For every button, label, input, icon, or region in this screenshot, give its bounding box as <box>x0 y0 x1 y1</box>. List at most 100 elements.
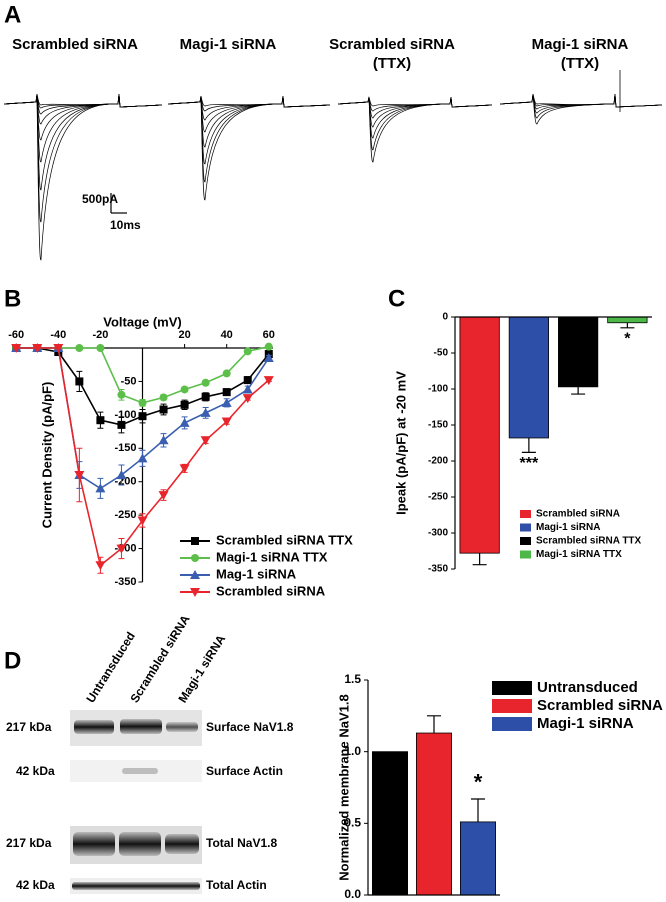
trace <box>167 95 331 108</box>
trace <box>337 96 493 128</box>
panel-letter: B <box>4 285 21 312</box>
y-tick-label: -300 <box>428 528 448 539</box>
lane-label: Magi-1 siRNA <box>175 632 228 705</box>
trace <box>499 93 663 125</box>
y-tick-label: -100 <box>428 384 448 395</box>
legend-swatch <box>492 717 532 731</box>
annotation: *** <box>520 455 539 472</box>
trace <box>167 95 331 133</box>
scale-label: 500pA <box>82 192 118 206</box>
y-tick-label: -200 <box>428 456 448 467</box>
y-tick-label: -250 <box>428 492 448 503</box>
marker <box>200 436 211 446</box>
marker <box>138 412 147 421</box>
error-bar <box>472 553 487 566</box>
x-tick-label: -60 <box>8 329 24 341</box>
marker <box>116 470 127 480</box>
marker <box>53 344 64 353</box>
trace <box>3 93 163 108</box>
blot-size: 217 kDa <box>6 720 52 734</box>
bar <box>371 751 408 896</box>
trace <box>167 95 331 148</box>
marker <box>180 400 189 409</box>
trace-title: Magi-1 siRNA <box>532 36 629 53</box>
marker <box>243 347 252 356</box>
marker <box>96 344 105 352</box>
marker <box>137 453 148 463</box>
bar <box>558 316 599 388</box>
error-bar <box>471 798 485 822</box>
current-traces <box>3 70 663 261</box>
x-tick-label: 40 <box>221 329 233 341</box>
y-tick-label: -350 <box>114 576 136 588</box>
marker <box>221 397 232 407</box>
marker <box>263 376 274 386</box>
legend-label: Scrambled siRNA TTX <box>536 536 642 547</box>
legend-swatch <box>520 523 531 532</box>
blot-label: Surface Actin <box>206 764 283 778</box>
marker <box>11 344 22 353</box>
marker <box>158 491 169 501</box>
legend-label: Scrambled siRNA <box>216 583 326 598</box>
blot <box>70 710 202 894</box>
marker <box>201 378 210 387</box>
y-tick-label: -50 <box>121 375 137 387</box>
y-tick-label: -150 <box>114 442 136 454</box>
legend-swatch <box>492 681 532 695</box>
bar <box>459 316 500 554</box>
legend-marker <box>191 554 199 562</box>
marker <box>263 353 274 363</box>
trace <box>3 93 163 141</box>
trace-title: Scrambled siRNA <box>329 36 455 53</box>
legend-marker <box>190 570 200 579</box>
legend-label: Magi-1 siRNA <box>537 715 634 732</box>
error-bar <box>427 715 441 734</box>
blot-size: 42 kDa <box>16 878 55 892</box>
y-tick-label: 0.0 <box>344 887 361 901</box>
trace <box>337 96 493 108</box>
marker <box>243 376 252 385</box>
trace <box>337 96 493 139</box>
marker <box>221 417 232 427</box>
marker <box>137 516 148 526</box>
trace <box>3 93 163 261</box>
error-bar <box>521 437 536 453</box>
trace <box>167 95 331 183</box>
y-tick-label: -250 <box>114 509 136 521</box>
y-tick-label: 1.5 <box>344 672 361 686</box>
x-tick-label: -40 <box>50 329 66 341</box>
marker <box>75 377 84 386</box>
trace-title: (TTX) <box>373 55 411 72</box>
trace-title: (TTX) <box>561 55 599 72</box>
panel-letter: A <box>4 1 21 28</box>
trace <box>337 96 493 112</box>
marker <box>117 420 126 429</box>
blot-size: 217 kDa <box>6 836 52 850</box>
legend-label: Mag-1 siRNA <box>216 566 297 581</box>
marker <box>159 405 168 414</box>
y-tick-label: 0.5 <box>344 816 361 830</box>
x-tick-label: 60 <box>263 329 275 341</box>
blot-label: Total Actin <box>206 878 267 892</box>
trace <box>3 93 163 163</box>
trace-title: Scrambled siRNA <box>12 36 138 53</box>
y-axis-label: Current Density (pA/pF) <box>39 382 54 529</box>
panel-letter: D <box>4 647 21 674</box>
marker <box>242 394 253 404</box>
marker <box>264 342 273 351</box>
marker <box>158 435 169 445</box>
trace <box>3 93 163 115</box>
marker <box>201 392 210 401</box>
bar <box>607 316 648 324</box>
blot-size: 42 kDa <box>16 764 55 778</box>
y-tick-label: -50 <box>434 348 449 359</box>
y-tick-label: -100 <box>114 409 136 421</box>
marker <box>96 416 105 425</box>
marker <box>116 544 127 554</box>
trace <box>499 93 663 108</box>
marker <box>74 471 85 481</box>
annotation: * <box>474 770 483 795</box>
legend-label: Magi-1 siRNA <box>536 522 600 533</box>
marker <box>95 561 106 571</box>
bar <box>508 316 549 439</box>
